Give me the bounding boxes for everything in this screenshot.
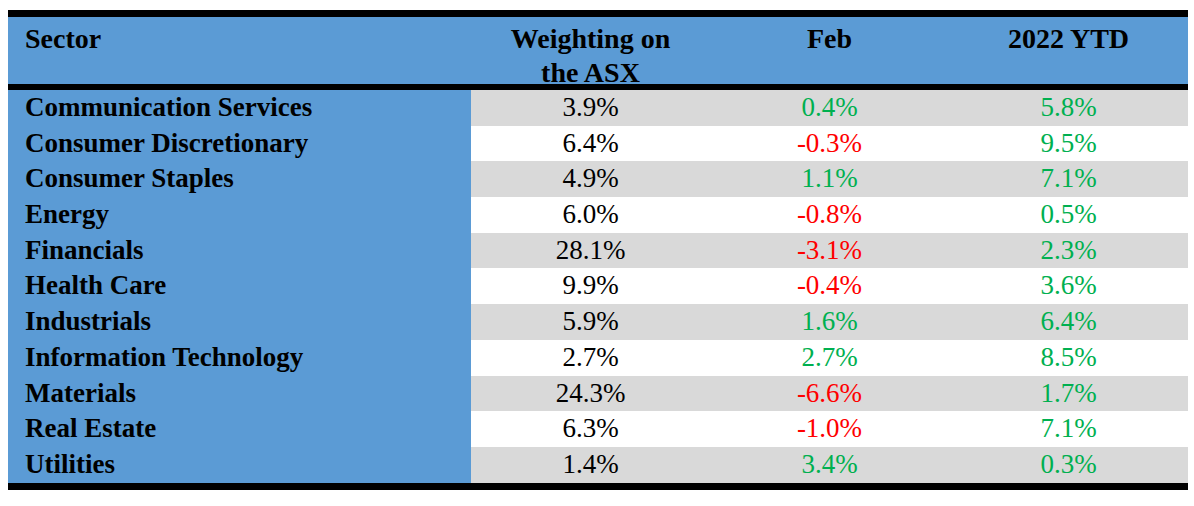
header-sector-label: Sector (25, 23, 101, 54)
ytd-cell: 6.4% (949, 304, 1188, 340)
header-weighting-label: Weighting on the ASX (493, 22, 688, 90)
sector-cell: Health Care (8, 268, 471, 304)
table-row: Utilities 1.4% 3.4% 0.3% (8, 447, 1188, 483)
header-weighting: Weighting on the ASX (471, 17, 710, 84)
table-row: Communication Services 3.9% 0.4% 5.8% (8, 90, 1188, 126)
header-feb-label: Feb (807, 23, 852, 54)
table-row: Materials 24.3% -6.6% 1.7% (8, 376, 1188, 412)
feb-cell: -0.4% (710, 268, 949, 304)
feb-cell: 3.4% (710, 447, 949, 483)
ytd-cell: 3.6% (949, 268, 1188, 304)
ytd-cell: 1.7% (949, 376, 1188, 412)
header-sector: Sector (8, 17, 471, 84)
weighting-cell: 4.9% (471, 161, 710, 197)
sector-performance-table: Sector Weighting on the ASX Feb 2022 YTD… (8, 10, 1188, 490)
weighting-cell: 3.9% (471, 90, 710, 126)
feb-cell: 1.6% (710, 304, 949, 340)
table-row: Energy 6.0% -0.8% 0.5% (8, 197, 1188, 233)
table-row: Consumer Discretionary 6.4% -0.3% 9.5% (8, 126, 1188, 162)
sector-cell: Real Estate (8, 411, 471, 447)
weighting-cell: 6.3% (471, 411, 710, 447)
ytd-cell: 8.5% (949, 340, 1188, 376)
feb-cell: -6.6% (710, 376, 949, 412)
sector-cell: Industrials (8, 304, 471, 340)
weighting-cell: 5.9% (471, 304, 710, 340)
feb-cell: 2.7% (710, 340, 949, 376)
feb-cell: 0.4% (710, 90, 949, 126)
sector-cell: Financials (8, 233, 471, 269)
sector-cell: Energy (8, 197, 471, 233)
weighting-cell: 6.4% (471, 126, 710, 162)
table-row: Financials 28.1% -3.1% 2.3% (8, 233, 1188, 269)
ytd-cell: 5.8% (949, 90, 1188, 126)
weighting-cell: 24.3% (471, 376, 710, 412)
table-row: Real Estate 6.3% -1.0% 7.1% (8, 411, 1188, 447)
feb-cell: -0.3% (710, 126, 949, 162)
ytd-cell: 7.1% (949, 411, 1188, 447)
ytd-cell: 0.3% (949, 447, 1188, 483)
header-ytd-label: 2022 YTD (1008, 23, 1129, 54)
sector-cell: Information Technology (8, 340, 471, 376)
weighting-cell: 6.0% (471, 197, 710, 233)
feb-cell: 1.1% (710, 161, 949, 197)
feb-cell: -0.8% (710, 197, 949, 233)
feb-cell: -3.1% (710, 233, 949, 269)
sector-cell: Consumer Staples (8, 161, 471, 197)
ytd-cell: 7.1% (949, 161, 1188, 197)
header-feb: Feb (710, 17, 949, 84)
feb-cell: -1.0% (710, 411, 949, 447)
ytd-cell: 2.3% (949, 233, 1188, 269)
sector-cell: Communication Services (8, 90, 471, 126)
table-header-row: Sector Weighting on the ASX Feb 2022 YTD (8, 17, 1188, 90)
sector-cell: Materials (8, 376, 471, 412)
weighting-cell: 28.1% (471, 233, 710, 269)
weighting-cell: 1.4% (471, 447, 710, 483)
ytd-cell: 9.5% (949, 126, 1188, 162)
table-body: Communication Services 3.9% 0.4% 5.8% Co… (8, 90, 1188, 483)
table-row: Consumer Staples 4.9% 1.1% 7.1% (8, 161, 1188, 197)
weighting-cell: 9.9% (471, 268, 710, 304)
table-row: Industrials 5.9% 1.6% 6.4% (8, 304, 1188, 340)
header-ytd: 2022 YTD (949, 17, 1188, 84)
table-row: Information Technology 2.7% 2.7% 8.5% (8, 340, 1188, 376)
weighting-cell: 2.7% (471, 340, 710, 376)
ytd-cell: 0.5% (949, 197, 1188, 233)
sector-cell: Utilities (8, 447, 471, 483)
sector-cell: Consumer Discretionary (8, 126, 471, 162)
table-row: Health Care 9.9% -0.4% 3.6% (8, 268, 1188, 304)
